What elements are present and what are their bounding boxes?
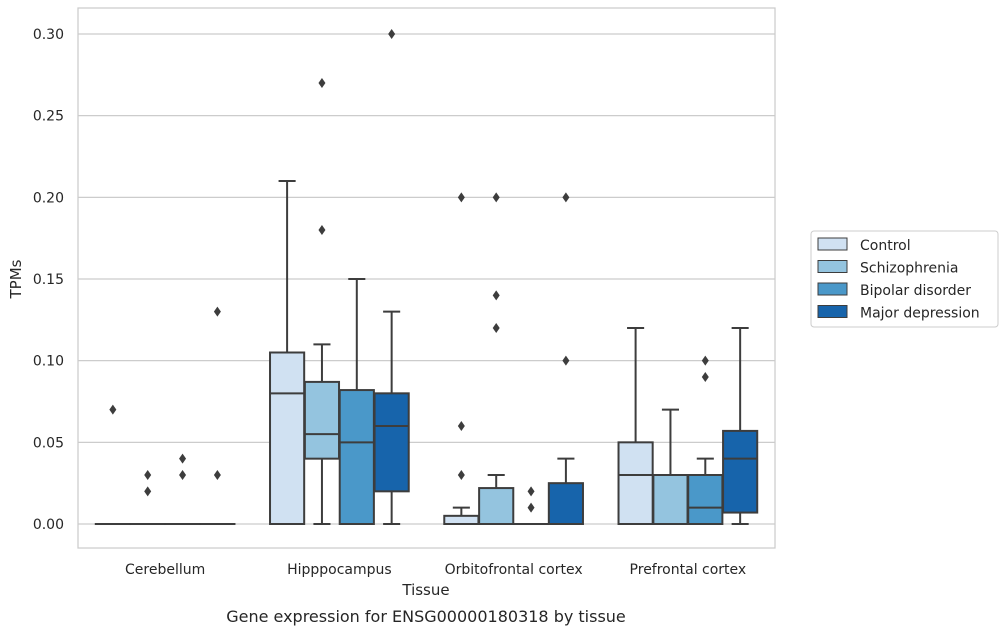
box-body bbox=[478, 487, 515, 526]
box-body bbox=[303, 380, 341, 460]
legend-frame bbox=[810, 230, 999, 328]
outlier-point bbox=[492, 323, 500, 333]
outlier-point bbox=[457, 421, 465, 431]
box-schizophrenia bbox=[129, 470, 166, 526]
y-tick-label: 0.30 bbox=[33, 27, 64, 43]
box-body bbox=[547, 482, 584, 525]
outlier-point bbox=[562, 192, 570, 203]
outlier-point bbox=[492, 192, 500, 203]
box-body bbox=[269, 351, 306, 525]
box-bipolar-disorder bbox=[687, 355, 724, 525]
y-tick-label: 0.15 bbox=[33, 272, 64, 288]
outlier-point bbox=[213, 470, 221, 480]
outlier-point bbox=[527, 502, 535, 513]
outlier-point bbox=[457, 470, 465, 480]
y-axis-label: TPMs bbox=[7, 259, 25, 299]
outlier-point bbox=[492, 290, 500, 301]
box-schizophrenia bbox=[652, 408, 689, 525]
outlier-point bbox=[213, 306, 221, 317]
box-body bbox=[443, 514, 480, 525]
box-body bbox=[338, 389, 375, 526]
x-axis-label: Tissue bbox=[401, 581, 449, 599]
x-tick-label: Cerebellum bbox=[125, 562, 205, 578]
legend-label: Bipolar disorder bbox=[860, 283, 971, 299]
outlier-point bbox=[701, 355, 709, 366]
outlier-point bbox=[457, 192, 465, 203]
x-tick-label: Prefrontal cortex bbox=[630, 562, 747, 578]
boxes-layer bbox=[94, 29, 759, 526]
box-control bbox=[94, 404, 131, 526]
outlier-point bbox=[144, 470, 152, 480]
y-tick-label: 0.00 bbox=[33, 517, 64, 533]
box-major-depression bbox=[373, 29, 410, 525]
x-tick-label: Orbitofrontal cortex bbox=[445, 562, 583, 578]
box-bipolar-disorder bbox=[164, 453, 201, 526]
y-tick-label: 0.05 bbox=[33, 435, 64, 451]
box-bipolar-disorder bbox=[512, 486, 550, 526]
legend-label: Schizophrenia bbox=[860, 261, 958, 277]
box-major-depression bbox=[547, 192, 584, 525]
box-body bbox=[722, 429, 759, 514]
box-bipolar-disorder bbox=[338, 278, 375, 526]
legend-label: Control bbox=[860, 238, 911, 254]
box-schizophrenia bbox=[478, 192, 515, 526]
y-axis-ticks: 0.00 0.05 0.10 0.15 0.20 0.25 0.30 bbox=[33, 27, 64, 533]
outlier-point bbox=[318, 225, 326, 235]
outlier-point bbox=[109, 404, 117, 415]
box-body bbox=[652, 474, 689, 525]
legend-label: Major depression bbox=[860, 306, 980, 322]
outlier-point bbox=[318, 78, 326, 88]
outlier-point bbox=[144, 486, 152, 497]
box-major-depression bbox=[722, 327, 759, 525]
legend-swatch bbox=[817, 305, 848, 318]
y-tick-label: 0.20 bbox=[33, 190, 64, 206]
box-control bbox=[269, 180, 306, 525]
legend-swatch bbox=[817, 282, 848, 296]
box-control bbox=[617, 327, 654, 526]
box-schizophrenia bbox=[303, 78, 341, 525]
chart-caption: Gene expression for ENSG00000180318 by t… bbox=[226, 607, 626, 626]
legend: Control Schizophrenia Bipolar disorder Majo… bbox=[810, 230, 999, 328]
legend-swatch bbox=[817, 237, 848, 251]
x-tick-label: Hipppocampus bbox=[287, 562, 392, 578]
box-control bbox=[443, 192, 480, 525]
outlier-point bbox=[562, 355, 570, 366]
box-major-depression bbox=[199, 306, 236, 526]
plot-area-frame bbox=[77, 7, 776, 549]
box-body bbox=[373, 392, 410, 493]
y-tick-label: 0.25 bbox=[33, 109, 64, 125]
box-body bbox=[687, 474, 724, 525]
outlier-point bbox=[701, 372, 709, 382]
grid-lines bbox=[78, 33, 775, 525]
outlier-point bbox=[388, 29, 396, 39]
legend-swatch bbox=[817, 260, 848, 273]
y-tick-label: 0.10 bbox=[33, 354, 64, 370]
outlier-point bbox=[179, 453, 187, 464]
x-axis-ticks: Cerebellum Hipppocampus Orbitofrontal cort… bbox=[125, 562, 746, 578]
box-body bbox=[617, 441, 654, 526]
outlier-point bbox=[527, 486, 535, 497]
outlier-point bbox=[179, 470, 187, 480]
